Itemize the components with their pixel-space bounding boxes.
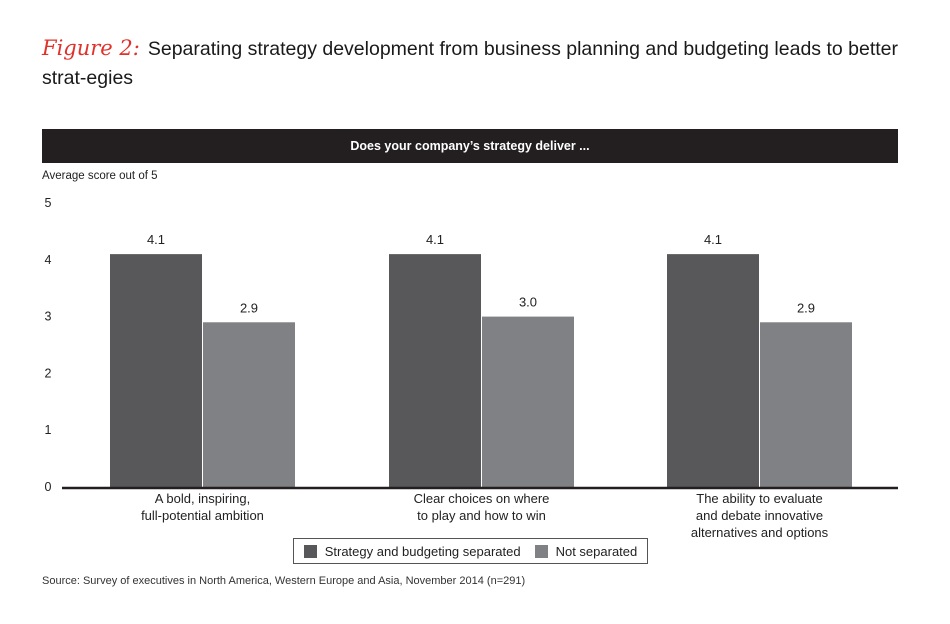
y-tick-label: 3 bbox=[45, 310, 52, 324]
data-label: 4.1 bbox=[147, 232, 165, 247]
legend-item-separated: Strategy and budgeting separated bbox=[303, 543, 521, 559]
legend-item-not-separated: Not separated bbox=[534, 543, 638, 559]
legend-label-separated: Strategy and budgeting separated bbox=[324, 543, 521, 559]
y-axis-label: Average score out of 5 bbox=[42, 170, 158, 182]
bar-not-separated bbox=[203, 322, 295, 487]
legend-swatch-not-separated bbox=[534, 544, 548, 558]
figure-title-text: Separating strategy development from bus… bbox=[42, 38, 899, 89]
y-tick-label: 4 bbox=[45, 253, 52, 267]
legend-label-not-separated: Not separated bbox=[555, 543, 638, 559]
x-category-label: A bold, inspiring, full-potential ambitio… bbox=[141, 491, 264, 523]
x-category-label: Clear choices on where to play and how to… bbox=[414, 491, 550, 523]
source-note: Source: Survey of executives in North Am… bbox=[42, 575, 526, 587]
bar-not-separated bbox=[760, 322, 852, 487]
bar-separated bbox=[389, 254, 481, 487]
chart-legend: Strategy and budgeting separated Not sep… bbox=[293, 538, 648, 564]
figure-title: Figure 2: Separating strategy development… bbox=[42, 34, 912, 93]
y-tick-label: 2 bbox=[45, 366, 52, 380]
data-label: 4.1 bbox=[704, 232, 722, 247]
y-tick-label: 0 bbox=[45, 480, 52, 494]
figure-label: Figure 2: bbox=[42, 36, 140, 60]
y-tick-label: 5 bbox=[45, 196, 52, 210]
chart-banner: Does your company’s strategy deliver ... bbox=[42, 129, 898, 163]
data-label: 3.0 bbox=[519, 295, 537, 310]
data-label: 4.1 bbox=[426, 232, 444, 247]
legend-swatch-separated bbox=[303, 544, 317, 558]
bar-separated bbox=[110, 254, 202, 487]
data-label: 2.9 bbox=[797, 300, 815, 315]
x-category-label: The ability to evaluate and debate innova… bbox=[691, 491, 829, 540]
bar-separated bbox=[667, 254, 759, 487]
bar-not-separated bbox=[482, 316, 574, 487]
data-label: 2.9 bbox=[240, 300, 258, 315]
y-tick-label: 1 bbox=[45, 423, 52, 437]
